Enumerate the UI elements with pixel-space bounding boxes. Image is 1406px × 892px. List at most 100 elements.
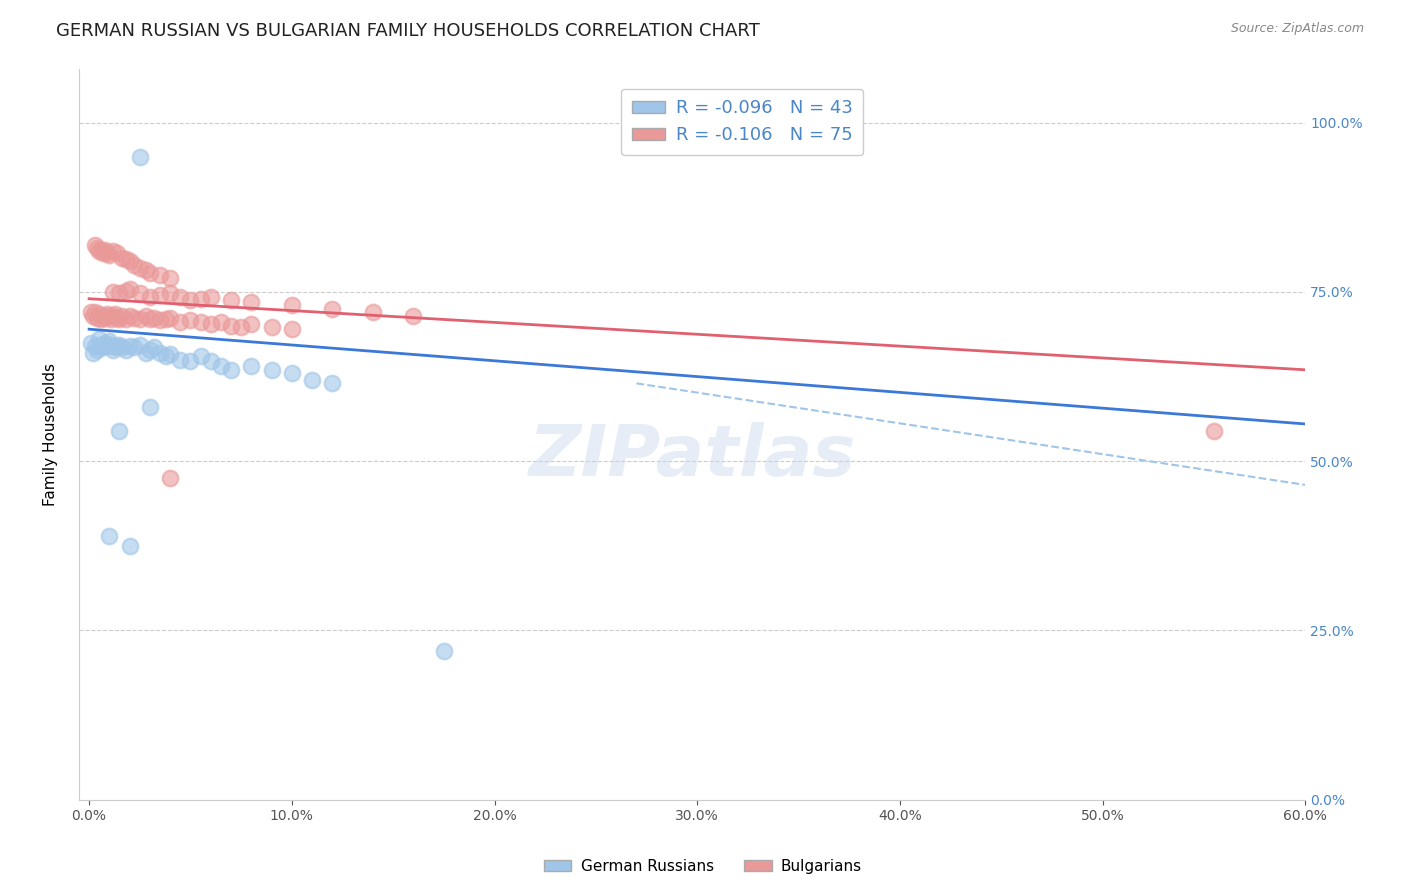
Point [91, 245, 114, 260]
Y-axis label: Family Households: Family Households [44, 363, 58, 506]
Point [219, 363, 242, 377]
Point [110, 341, 132, 355]
Point [118, 539, 141, 553]
Point [108, 286, 131, 301]
Point [100, 338, 122, 352]
Point [179, 313, 201, 327]
Point [143, 341, 166, 355]
Point [149, 313, 172, 327]
Point [94, 310, 117, 325]
Point [135, 263, 157, 277]
Point [128, 312, 150, 326]
Point [149, 268, 172, 282]
Point [108, 338, 131, 352]
Point [281, 298, 304, 312]
Point [155, 349, 177, 363]
Point [86, 310, 108, 325]
Point [179, 293, 201, 307]
Point [108, 312, 131, 326]
Point [94, 243, 117, 257]
Point [219, 318, 242, 333]
Point [98, 309, 121, 323]
Point [159, 471, 181, 485]
Point [128, 286, 150, 301]
Point [260, 363, 283, 377]
Point [107, 339, 129, 353]
Legend: R = -0.096   N = 43, R = -0.106   N = 75: R = -0.096 N = 43, R = -0.106 N = 75 [621, 88, 863, 155]
Point [159, 347, 181, 361]
Point [149, 346, 172, 360]
Point [139, 312, 162, 326]
Point [143, 310, 166, 325]
Point [108, 424, 131, 438]
Point [260, 320, 283, 334]
Point [90, 312, 112, 326]
Point [89, 244, 111, 259]
Point [91, 341, 114, 355]
Legend: German Russians, Bulgarians: German Russians, Bulgarians [538, 853, 868, 880]
Point [104, 341, 127, 355]
Point [84, 339, 107, 353]
Point [135, 346, 157, 360]
Point [155, 312, 177, 326]
Point [114, 343, 136, 357]
Point [96, 245, 118, 260]
Point [103, 309, 125, 323]
Point [91, 309, 114, 323]
Point [94, 335, 117, 350]
Point [139, 400, 162, 414]
Point [169, 290, 191, 304]
Text: ZIPatlas: ZIPatlas [529, 422, 856, 491]
Point [82, 346, 104, 360]
Point [82, 309, 104, 323]
Point [433, 644, 456, 658]
Point [209, 359, 232, 374]
Point [200, 318, 222, 332]
Point [179, 354, 201, 368]
Point [84, 237, 107, 252]
Text: Source: ZipAtlas.com: Source: ZipAtlas.com [1230, 22, 1364, 36]
Point [128, 261, 150, 276]
Point [281, 366, 304, 380]
Point [90, 338, 112, 352]
Point [240, 295, 263, 310]
Point [190, 349, 212, 363]
Point [98, 248, 121, 262]
Point [240, 359, 263, 374]
Point [107, 310, 129, 325]
Point [103, 285, 125, 299]
Point [159, 271, 181, 285]
Point [118, 339, 141, 353]
Point [139, 266, 162, 280]
Point [90, 243, 112, 257]
Point [118, 282, 141, 296]
Point [209, 315, 232, 329]
Point [122, 310, 145, 325]
Point [159, 286, 181, 301]
Point [1204, 424, 1226, 438]
Point [200, 290, 222, 304]
Point [103, 244, 125, 259]
Point [321, 301, 343, 316]
Point [128, 149, 150, 163]
Point [104, 307, 127, 321]
Point [169, 352, 191, 367]
Point [169, 315, 191, 329]
Point [321, 376, 343, 391]
Point [139, 290, 162, 304]
Point [229, 320, 252, 334]
Point [219, 293, 242, 307]
Text: GERMAN RUSSIAN VS BULGARIAN FAMILY HOUSEHOLDS CORRELATION CHART: GERMAN RUSSIAN VS BULGARIAN FAMILY HOUSE… [56, 22, 761, 40]
Point [114, 312, 136, 326]
Point [98, 334, 121, 348]
Point [89, 332, 111, 346]
Point [149, 288, 172, 302]
Point [110, 251, 132, 265]
Point [103, 343, 125, 357]
Point [84, 305, 107, 319]
Point [107, 245, 129, 260]
Point [100, 312, 122, 326]
Point [96, 307, 118, 321]
Point [118, 309, 141, 323]
Point [402, 309, 425, 323]
